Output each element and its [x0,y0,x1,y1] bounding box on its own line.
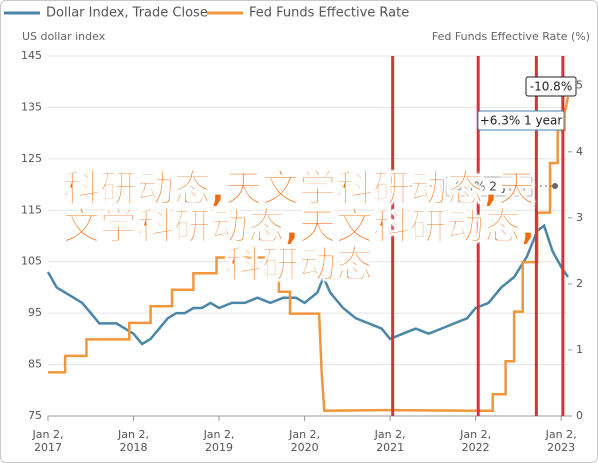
y-tick-label: 105 [21,255,42,268]
y-tick-label: 115 [21,203,42,216]
annotation-box [477,110,565,131]
y2-tick-label: 5 [576,79,583,92]
y-tick-label: 135 [21,100,42,113]
overlay-line: 科研动态,天文学科研动态,天 [62,167,536,210]
annotation-text: +6.3% 1 year [480,114,563,128]
x-tick-label: Jan 2, 2018 [118,428,149,454]
y2-tick-label: 2 [576,277,583,290]
x-tick-label: Jan 2, 2022 [460,428,492,454]
x-tick-label: Jan 2, 2023 [545,428,577,454]
y2-tick-label: 1 [576,343,583,356]
x-tick-label: Jan 2, 2017 [32,428,64,454]
y-tick-label: 145 [21,49,42,62]
annotation-box [525,76,577,97]
legend-label[interactable]: Dollar Index, Trade Close [46,6,208,21]
annotation-text: -0.4% 2 year [451,180,528,194]
y-tick-label: 95 [28,306,42,319]
legend-label[interactable]: Fed Funds Effective Rate [249,6,409,21]
y2-tick-label: 3 [576,211,583,224]
overlay-text: 科研动态,天文学科研动态,天 文学科研动态,天文科研动态, 科研动态 [0,167,598,286]
y-tick-label: 125 [21,152,42,165]
overlay-line: 文学科研动态,天文科研动态, [62,205,536,248]
annotation-text: -10.8% [530,80,572,94]
y-tick-label: 85 [28,358,42,371]
annotation-box [445,176,533,197]
annotation-dot [552,183,558,189]
x-tick-label: Jan 2, 2021 [374,428,406,454]
x-tick-label: Jan 2, 2020 [289,428,321,454]
y2-tick-label: 4 [576,145,583,158]
y2-tick-label: 0 [576,409,583,422]
y2-axis-label: Fed Funds Effective Rate (%) [432,30,590,43]
overlay-line: 科研动态 [225,243,374,286]
x-tick-label: Jan 2, 2019 [203,428,235,454]
y-axis-label: US dollar index [22,30,106,43]
y-tick-label: 75 [28,409,42,422]
